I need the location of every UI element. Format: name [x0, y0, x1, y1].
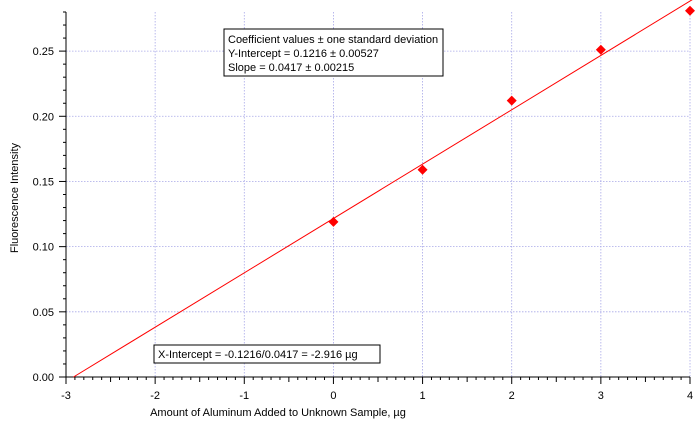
- x-intercept-label: X-Intercept = -0.1216/0.0417 = -2.916 µg: [158, 349, 358, 361]
- data-point: [417, 164, 428, 175]
- data-point: [506, 95, 517, 106]
- x-tick-label: -3: [61, 390, 71, 402]
- data-points: [328, 5, 695, 227]
- coefficient-y-intercept: Y-Intercept = 0.1216 ± 0.00527: [228, 48, 379, 60]
- x-tick-label: 4: [687, 390, 693, 402]
- data-point: [595, 44, 606, 55]
- x-tick-label: 0: [330, 390, 336, 402]
- fit-line-group: [73, 0, 693, 378]
- x-axis-ticks: -3 -2 -1 0 1 2 3 4: [61, 377, 693, 402]
- fit-line: [73, 0, 693, 378]
- x-axis-title: Amount of Aluminum Added to Unknown Samp…: [150, 407, 406, 419]
- x-tick-label: -1: [239, 390, 249, 402]
- data-point: [685, 5, 695, 16]
- x-tick-label: -2: [150, 390, 160, 402]
- x-tick-label: 2: [509, 390, 515, 402]
- coefficient-box-title: Coefficient values ± one standard deviat…: [228, 34, 438, 46]
- x-tick-label: 3: [598, 390, 604, 402]
- y-tick-label: 0.00: [33, 372, 54, 384]
- coefficient-box: Coefficient values ± one standard deviat…: [223, 28, 444, 77]
- y-tick-label: 0.25: [33, 46, 54, 58]
- x-tick-label: 1: [420, 390, 426, 402]
- x-intercept-box: X-Intercept = -0.1216/0.0417 = -2.916 µg: [153, 344, 381, 364]
- y-axis-title: Fluorescence Intensity: [9, 142, 21, 253]
- coefficient-slope: Slope = 0.0417 ± 0.00215: [228, 62, 354, 74]
- y-axis-ticks: 0.00 0.05 0.10 0.15 0.20 0.25: [33, 11, 66, 384]
- y-tick-label: 0.05: [33, 307, 54, 319]
- y-tick-label: 0.20: [33, 111, 54, 123]
- y-tick-label: 0.10: [33, 242, 54, 254]
- y-tick-label: 0.15: [33, 176, 54, 188]
- data-point: [328, 216, 339, 227]
